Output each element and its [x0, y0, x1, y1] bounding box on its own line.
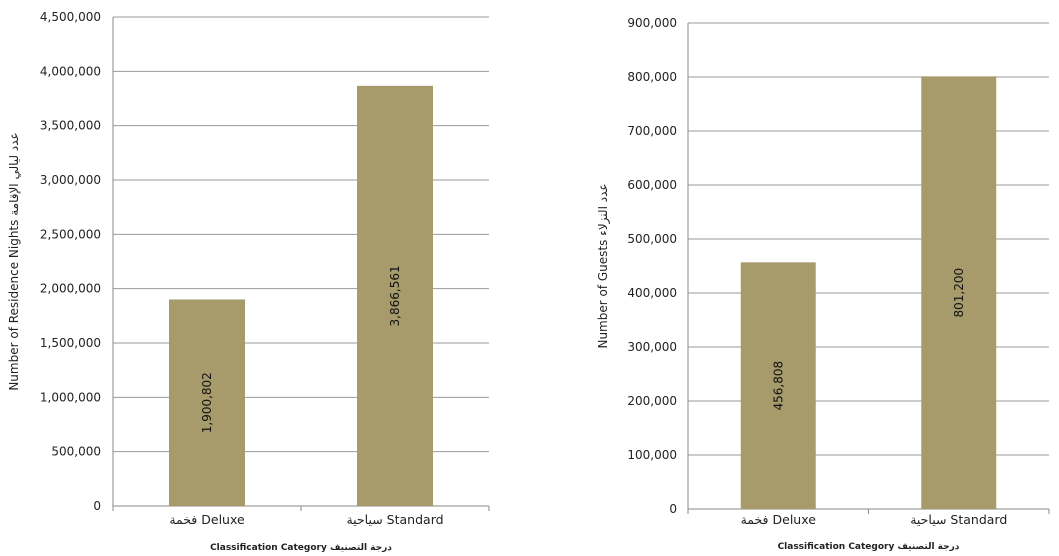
residence-nights-chart: 0 500,000 1,000,000 1,500,000 2,000,000 2,500… [7, 10, 490, 553]
chart-1-y-tick-label: 200,000 [627, 394, 677, 408]
guests-chart: 0 100,000 200,000 300,000 400,000 500,000 600,… [596, 16, 1050, 552]
chart-0-y-tick-label: 3,500,000 [40, 119, 101, 133]
chart-0-bar-value-label: 3,866,561 [388, 265, 402, 326]
chart-1-x-axis-title: Classification Category درجة التصنيف [778, 542, 960, 552]
chart-1-y-tick-label: 700,000 [627, 124, 677, 138]
chart-1-y-tick-label: 900,000 [627, 16, 677, 30]
chart-0-bar-value-label: 1,900,802 [200, 372, 214, 433]
chart-0-category-label: فخمة Deluxe [169, 512, 245, 527]
chart-1-y-tick-label: 600,000 [627, 178, 677, 192]
chart-0-y-tick-label: 3,000,000 [40, 173, 101, 187]
chart-0-y-tick-label: 0 [93, 499, 101, 513]
chart-0-y-tick-label: 1,500,000 [40, 336, 101, 350]
chart-0-y-tick-label: 4,500,000 [40, 10, 101, 24]
chart-0-y-axis-title: Number of Residence Nights عدد ليالي الإ… [7, 132, 21, 390]
chart-1-y-tick-label: 800,000 [627, 70, 677, 84]
chart-0-bar-0 [169, 299, 245, 506]
chart-0-y-tick-label: 4,000,000 [40, 64, 101, 78]
chart-1-category-label: سياحية Standard [910, 512, 1007, 527]
chart-1-bar-0 [740, 262, 816, 509]
chart-0-y-tick-label: 500,000 [51, 445, 101, 459]
chart-1-y-tick-label: 400,000 [627, 286, 677, 300]
chart-1-bar-value-label: 801,200 [952, 268, 966, 318]
chart-0-y-tick-label: 1,000,000 [40, 390, 101, 404]
chart-0-x-axis-title: Classification Category درجة التصنيف [210, 543, 392, 553]
chart-1-bar-value-label: 456,808 [771, 361, 785, 411]
chart-1-y-tick-label: 100,000 [627, 448, 677, 462]
chart-1-bar-1 [921, 76, 997, 510]
chart-0-category-label: سياحية Standard [346, 512, 443, 527]
chart-1-y-tick-label: 0 [669, 502, 677, 516]
chart-1-y-tick-label: 500,000 [627, 232, 677, 246]
chart-0-y-tick-label: 2,000,000 [40, 282, 101, 296]
chart-0-y-tick-label: 2,500,000 [40, 227, 101, 241]
chart-1-category-label: فخمة Deluxe [741, 512, 817, 527]
chart-0-bar-1 [357, 85, 433, 506]
chart-1-y-axis-title: Number of Guests عدد النزلاء [596, 183, 611, 348]
chart-1-y-tick-label: 300,000 [627, 340, 677, 354]
